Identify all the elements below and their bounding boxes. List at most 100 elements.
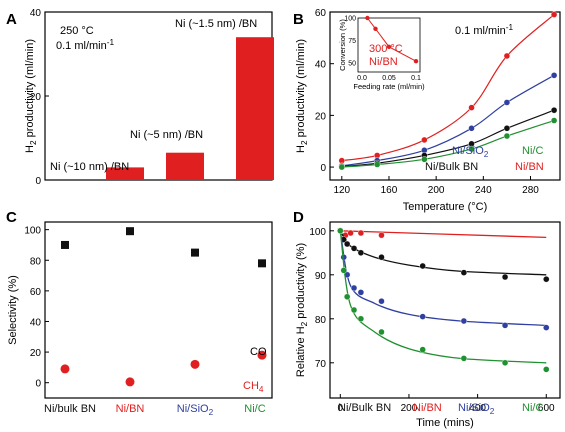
panel-c-label-ch4: CH4 bbox=[243, 380, 264, 394]
panel-d-xtick-label: 600 bbox=[538, 403, 555, 414]
panel-c-point-CH4 bbox=[60, 364, 70, 374]
panel-d-ytick-label: 90 bbox=[315, 271, 327, 282]
panel-b-legend-Ni/BN: Ni/BN bbox=[515, 161, 544, 173]
panel-d-point-Ni/C bbox=[343, 293, 351, 300]
panel-d-legend: Ni/BN bbox=[413, 402, 442, 414]
panel-d-point-Ni/Bulk BN bbox=[419, 262, 426, 270]
panel-d-xlabel: Time (mins) bbox=[416, 417, 474, 429]
panel-b-line-Ni/BN bbox=[341, 14, 555, 162]
panel-b-line-Ni/Bulk BN bbox=[341, 109, 555, 168]
panel-d-fit-Ni/SiO2 bbox=[339, 230, 547, 327]
panel-d-fit-Ni/BN bbox=[340, 230, 547, 239]
panel-c-ytick-label: 100 bbox=[24, 226, 41, 237]
panel-a-bar bbox=[166, 152, 204, 180]
panel-b-point bbox=[421, 156, 428, 163]
panel-d-legend: Ni/SiO2 bbox=[458, 402, 495, 416]
panel-d-point-Ni/C bbox=[337, 227, 344, 235]
panel-c-ytick-label: 40 bbox=[30, 317, 42, 328]
panel-d-point-Ni/Bulk BN bbox=[460, 269, 468, 276]
panel-b-inset-xlabel: Feeding rate (ml/min) bbox=[353, 82, 425, 91]
panel-d-point-Ni/C bbox=[419, 346, 426, 353]
panel-b-point bbox=[468, 104, 475, 111]
panel-d-letter: D bbox=[293, 209, 304, 226]
panel-d-point-Ni/BN bbox=[347, 229, 354, 237]
panel-b-inset-ytick: 100 bbox=[344, 16, 356, 23]
panel-b-inset-xtick: 0.0 bbox=[357, 75, 367, 82]
panel-b-inset-xtick: 0.1 bbox=[411, 75, 421, 82]
panel-c-ylabel: Selectivity (%) bbox=[7, 275, 19, 345]
panel-c-point-CH4 bbox=[125, 377, 135, 387]
panel-a-letter: A bbox=[6, 11, 17, 28]
panel-b-inset-point bbox=[365, 15, 370, 21]
panel-c-letter: C bbox=[6, 209, 17, 226]
panel-b-legend-Ni/Bulk BN: Ni/Bulk BN bbox=[425, 161, 478, 173]
panel-b-legend-Ni/C: Ni/C bbox=[522, 145, 543, 157]
panel-d-xtick-label: 400 bbox=[469, 403, 486, 414]
panel-d-point-Ni/BN bbox=[378, 231, 385, 239]
panel-b-xtick-label: 200 bbox=[428, 185, 445, 196]
panel-a-ylabel: H2 productivity (ml/min) bbox=[24, 39, 38, 153]
panel-d-point-Ni/SiO2 bbox=[378, 298, 385, 305]
panel-c-point-CO bbox=[61, 240, 69, 249]
panel-b-frame bbox=[329, 11, 561, 181]
panel-b-line-Ni/SiO2 bbox=[341, 74, 555, 167]
panel-a-bar-label: Ni (~10 nm) /BN bbox=[50, 161, 129, 173]
panel-a: A 0 20 40 Ni (~10 nm) /BN Ni (~5 nm) /BN Ni (~… bbox=[6, 8, 274, 187]
panel-d-fit-Ni/Bulk BN bbox=[339, 230, 547, 276]
panel-b-xtick-label: 120 bbox=[333, 185, 350, 196]
panel-c-ytick-label: 0 bbox=[35, 379, 41, 390]
panel-c-category: Ni/BN bbox=[116, 403, 145, 415]
panel-d-xtick-label: 0 bbox=[338, 403, 344, 414]
panel-a-ytick-label: 0 bbox=[35, 176, 41, 187]
panel-d-point-Ni/SiO2 bbox=[543, 324, 550, 331]
panel-d-legend: Ni/C bbox=[522, 402, 543, 414]
panel-b-point bbox=[421, 136, 428, 144]
panel-c-ytick-label: 20 bbox=[30, 348, 42, 359]
panel-d-point-Ni/C bbox=[378, 328, 385, 336]
panel-b-point bbox=[550, 107, 558, 114]
panel-b-inset-point bbox=[413, 59, 419, 64]
panel-a-bar bbox=[236, 37, 274, 181]
panel-c-point-CH4 bbox=[257, 350, 267, 360]
panel-b-point bbox=[468, 145, 475, 153]
panel-d-point-Ni/C bbox=[350, 306, 358, 314]
panel-b-line-Ni/C bbox=[341, 119, 555, 168]
panel-d-ytick-label: 70 bbox=[315, 359, 327, 370]
panel-d-point-Ni/SiO2 bbox=[357, 289, 365, 296]
panel-b-ytick-label: 20 bbox=[315, 111, 327, 122]
panel-d-point-Ni/Bulk BN bbox=[378, 254, 385, 261]
panel-d-point-Ni/C bbox=[460, 355, 468, 362]
panel-d-point-Ni/C bbox=[501, 359, 509, 366]
panel-b-inset-ylabel: Conversion (%) bbox=[338, 19, 347, 71]
panel-d-point-Ni/Bulk BN bbox=[543, 276, 550, 283]
panel-b-point bbox=[503, 132, 511, 140]
panel-d-point-Ni/C bbox=[543, 366, 550, 373]
panel-c-category: Ni/bulk BN bbox=[44, 403, 96, 415]
panel-c-point-CO bbox=[191, 248, 199, 257]
panel-a-ytick-label: 20 bbox=[30, 92, 42, 103]
panel-a-rate: 0.1 ml/min-1 bbox=[56, 38, 114, 52]
panel-a-bar-label: Ni (~1.5 nm) /BN bbox=[175, 18, 257, 30]
panel-b-inset-cat: Ni/BN bbox=[369, 56, 398, 68]
panel-b-inset-ytick: 50 bbox=[348, 61, 356, 68]
panel-b-point bbox=[550, 11, 558, 18]
panel-a-bar-label: Ni (~5 nm) /BN bbox=[130, 129, 203, 141]
panel-b-ytick-label: 0 bbox=[320, 163, 326, 174]
panel-d: D 0 200 400 600 70 80 90 100 Ni/Bulk BN Ni/BN Ni/Si… bbox=[293, 209, 561, 429]
panel-d-point-Ni/Bulk BN bbox=[343, 240, 351, 248]
panel-b-ytick-label: 60 bbox=[315, 8, 327, 19]
panel-c: C 0 20 40 60 80 100 CO CH4 Ni/bulk BN Ni/BN Ni/SiO2… bbox=[6, 209, 273, 417]
panel-d-ylabel: Relative H2 productivity (%) bbox=[295, 243, 309, 377]
panel-b-point bbox=[468, 125, 475, 132]
panel-d-point-Ni/SiO2 bbox=[501, 322, 509, 329]
panel-c-label-co: CO bbox=[250, 346, 267, 358]
panel-c-ytick-label: 80 bbox=[30, 256, 42, 267]
panel-c-point-CO bbox=[126, 227, 134, 236]
panel-c-point-CH4 bbox=[190, 359, 200, 369]
panel-b-ytick-label: 40 bbox=[315, 60, 327, 71]
panel-b-xtick-label: 240 bbox=[475, 185, 492, 196]
panel-b-inset-temp: 300 °C bbox=[369, 43, 403, 55]
panel-b-point bbox=[338, 163, 345, 171]
panel-a-ytick-label: 40 bbox=[30, 8, 42, 19]
